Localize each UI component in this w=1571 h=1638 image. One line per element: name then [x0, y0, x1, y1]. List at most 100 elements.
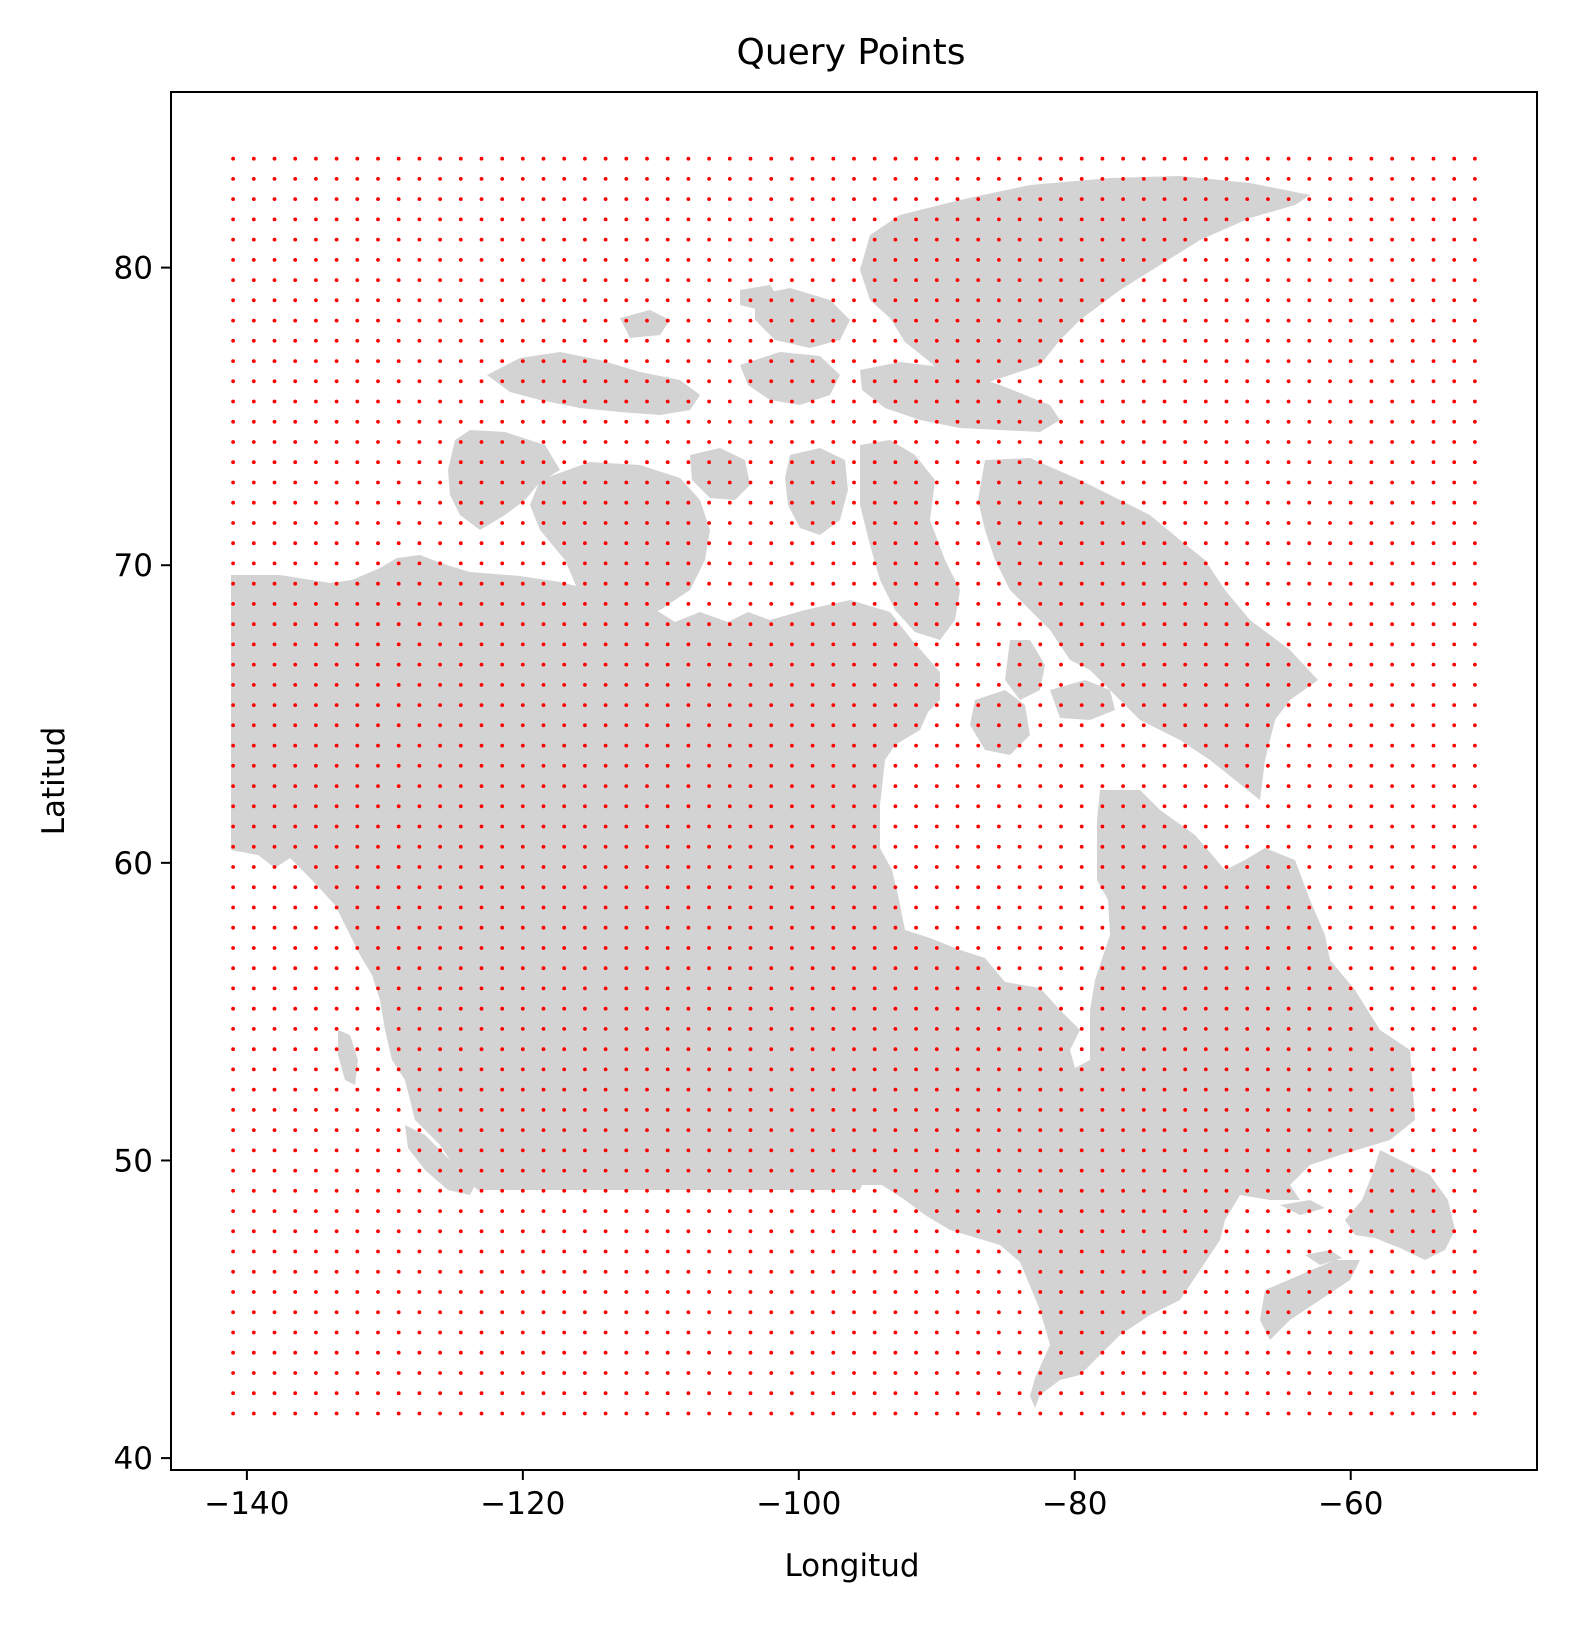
query-point	[1328, 905, 1332, 910]
query-point	[1245, 602, 1250, 606]
query-point	[1059, 541, 1063, 546]
query-point	[1162, 784, 1167, 788]
query-point	[1224, 1269, 1229, 1274]
query-point	[997, 419, 1001, 424]
query-point	[1038, 460, 1043, 465]
query-point	[1017, 683, 1022, 687]
query-point	[852, 844, 856, 849]
query-point	[479, 1371, 484, 1375]
query-point	[976, 1128, 981, 1132]
query-point	[334, 905, 339, 910]
query-point	[872, 399, 877, 404]
query-point	[914, 1269, 918, 1274]
query-point	[976, 338, 981, 343]
query-point	[583, 217, 587, 222]
query-point	[1162, 642, 1167, 647]
query-point	[1245, 359, 1250, 363]
query-point	[1266, 642, 1270, 647]
query-point	[997, 824, 1001, 829]
query-point	[645, 1411, 649, 1416]
query-point	[1038, 986, 1043, 991]
query-point	[1162, 1087, 1167, 1092]
query-point	[438, 500, 442, 505]
query-point	[790, 581, 794, 586]
query-point	[1203, 1269, 1208, 1274]
query-point	[893, 1310, 898, 1315]
query-point	[334, 703, 339, 707]
query-point	[914, 419, 918, 424]
query-point	[541, 642, 546, 647]
query-point	[1390, 723, 1394, 728]
query-point	[1390, 298, 1394, 303]
query-point	[790, 379, 794, 384]
query-point	[603, 1310, 608, 1315]
query-point	[520, 460, 525, 465]
query-point	[314, 703, 318, 707]
query-point	[417, 1411, 422, 1416]
query-point	[831, 1310, 836, 1315]
query-point	[583, 399, 587, 404]
query-point	[686, 946, 691, 950]
query-point	[769, 1310, 774, 1315]
query-point	[1410, 1108, 1415, 1112]
query-point	[1369, 784, 1374, 788]
query-point	[396, 541, 401, 546]
query-point	[1307, 318, 1312, 323]
query-point	[727, 1027, 732, 1031]
query-point	[727, 258, 732, 262]
query-point	[376, 1290, 380, 1294]
query-point	[893, 1128, 898, 1132]
query-point	[355, 1310, 360, 1315]
query-point	[1038, 359, 1043, 363]
query-point	[810, 1269, 815, 1274]
query-point	[1079, 1047, 1084, 1052]
query-point	[727, 1371, 732, 1375]
query-point	[1431, 156, 1436, 161]
query-point	[479, 278, 484, 282]
query-point	[479, 1411, 484, 1416]
query-point	[831, 1229, 836, 1234]
query-point	[810, 784, 815, 788]
query-point	[810, 379, 815, 384]
query-point	[562, 298, 567, 303]
query-point	[686, 1310, 691, 1315]
query-point	[769, 784, 774, 788]
vancouver-island	[405, 1125, 475, 1195]
query-point	[686, 480, 691, 485]
query-point	[1141, 460, 1146, 465]
query-point	[686, 763, 691, 768]
query-point	[1121, 1168, 1125, 1173]
query-point	[603, 1371, 608, 1375]
query-point	[1059, 440, 1063, 444]
query-point	[1038, 480, 1043, 485]
query-point	[1079, 1087, 1084, 1092]
query-point	[541, 1411, 546, 1416]
query-point	[624, 440, 629, 444]
query-point	[272, 1047, 277, 1052]
query-point	[603, 844, 608, 849]
query-point	[1203, 177, 1208, 181]
query-point	[997, 763, 1001, 768]
query-point	[251, 278, 256, 282]
query-point	[1038, 1290, 1043, 1294]
query-point	[479, 338, 484, 343]
query-point	[645, 1249, 649, 1254]
query-point	[603, 1067, 608, 1072]
query-point	[231, 460, 236, 465]
query-point	[1183, 784, 1188, 788]
query-point	[438, 662, 442, 667]
query-point	[1038, 1168, 1043, 1173]
query-point	[1203, 440, 1208, 444]
query-point	[686, 1330, 691, 1335]
query-point	[1473, 763, 1477, 768]
query-point	[1017, 278, 1022, 282]
query-point	[1079, 1310, 1084, 1315]
query-point	[1410, 379, 1415, 384]
query-point	[810, 500, 815, 505]
query-point	[645, 946, 649, 950]
query-point	[479, 480, 484, 485]
query-point	[727, 1067, 732, 1072]
query-point	[1162, 622, 1167, 627]
query-point	[603, 318, 608, 323]
query-point	[1348, 683, 1353, 687]
